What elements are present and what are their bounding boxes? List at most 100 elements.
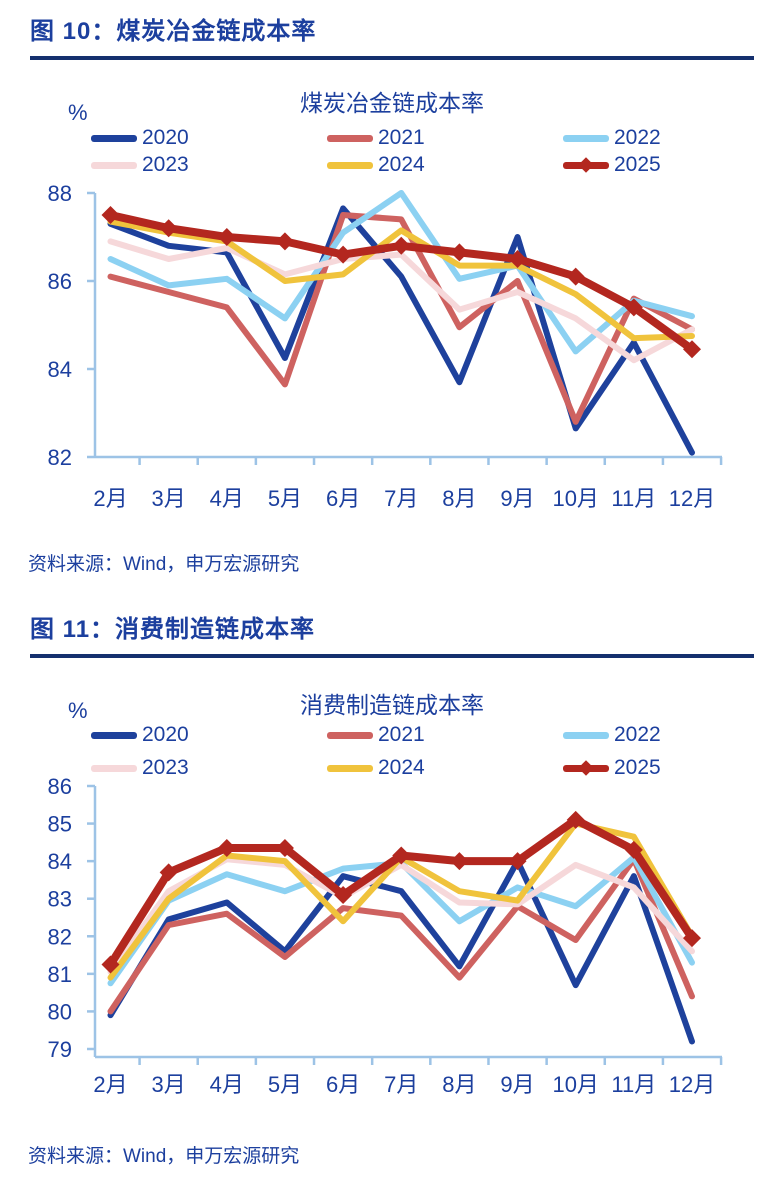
chart-2-unit-label: %: [68, 698, 88, 723]
series-line-2020: [107, 858, 695, 1045]
x-tick-label: 12月: [669, 1072, 715, 1097]
legend-line-swatch: [327, 134, 373, 142]
series-diamond-marker-2025: [508, 852, 527, 871]
x-tick-label: 8月: [442, 1072, 476, 1097]
y-tick-label: 84: [48, 849, 72, 874]
legend-line-swatch: [563, 134, 609, 142]
x-tick-label: 3月: [152, 486, 186, 511]
y-tick-label: 85: [48, 812, 72, 837]
y-tick-label: 83: [48, 887, 72, 912]
legend-label: 2021: [378, 126, 425, 149]
legend-line-swatch: [327, 764, 373, 772]
legend-item-2024: 2024: [327, 756, 563, 779]
x-tick-label: 2月: [93, 486, 127, 511]
y-tick-label: 82: [48, 924, 72, 949]
legend-item-2020: 2020: [91, 126, 327, 149]
legend-item-2025: 2025: [563, 153, 784, 176]
x-tick-label: 10月: [552, 486, 598, 511]
x-tick-label: 4月: [210, 1072, 244, 1097]
x-tick-label: 11月: [611, 486, 656, 511]
y-tick-label: 80: [48, 999, 72, 1024]
legend-item-2020: 2020: [91, 723, 327, 746]
x-tick-label: 12月: [669, 486, 715, 511]
chart-1-line-plot: 82 84 86 88 2月 3月 4月 5月 6月 7月 8月 9月 10月 11月 12月: [48, 181, 723, 511]
chart-2-title: 消费制造链成本率: [300, 692, 484, 718]
series-line-2021: [107, 212, 695, 425]
series-line-2021: [107, 856, 695, 1015]
series-diamond-marker-2025: [275, 838, 294, 857]
x-tick-label: 7月: [384, 486, 418, 511]
series-line-2024: [107, 218, 695, 342]
legend-line-swatch: [327, 731, 373, 739]
series-diamond-marker-2025: [450, 243, 469, 262]
legend-label: 2022: [614, 126, 661, 149]
x-tick-label: 5月: [268, 486, 302, 511]
x-tick-label: 8月: [442, 486, 476, 511]
x-tick-label: 9月: [500, 486, 534, 511]
legend-line-swatch: [563, 731, 609, 739]
y-tick-label: 86: [48, 774, 72, 799]
y-tick-label: 79: [48, 1037, 72, 1062]
series-diamond-marker-2025: [275, 232, 294, 251]
series-diamond-marker-2025: [566, 810, 585, 829]
x-tick-label: 6月: [326, 1072, 360, 1097]
legend-label: 2025: [614, 756, 661, 779]
y-tick-label: 84: [48, 357, 72, 382]
legend-label: 2020: [142, 126, 189, 149]
legend-line-swatch: [563, 157, 609, 173]
legend-diamond-marker-icon: [578, 157, 594, 173]
y-tick-label: 86: [48, 269, 72, 294]
series-diamond-marker-2025: [624, 840, 643, 859]
y-tick-label: 81: [48, 962, 72, 987]
x-tick-label: 11月: [611, 1072, 656, 1097]
legend-line-swatch: [91, 731, 137, 739]
chart-1-source: 资料来源：Wind，申万宏源研究: [28, 554, 300, 575]
legend-item-2025: 2025: [563, 756, 784, 779]
legend-label: 2020: [142, 723, 189, 746]
legend-label: 2024: [378, 153, 425, 176]
legend-label: 2022: [614, 723, 661, 746]
series-diamond-marker-2025: [392, 236, 411, 255]
x-tick-label: 9月: [500, 1072, 534, 1097]
chart-2-legend: 2020 2021 2022 2023 2024 2025: [91, 723, 784, 779]
series-diamond-marker-2025: [101, 955, 120, 974]
series-diamond-marker-2025: [624, 298, 643, 317]
legend-label: 2023: [142, 153, 189, 176]
series-diamond-marker-2025: [217, 228, 236, 246]
x-tick-label: 5月: [268, 1072, 302, 1097]
x-tick-label: 10月: [552, 1072, 598, 1097]
legend-line-swatch: [327, 161, 373, 169]
series-diamond-marker-2025: [217, 838, 236, 857]
legend-item-2022: 2022: [563, 723, 784, 746]
figure-11-header: 图 11：消费制造链成本率: [30, 614, 754, 658]
legend-item-2021: 2021: [327, 723, 563, 746]
legend-line-swatch: [91, 161, 137, 169]
legend-label: 2025: [614, 153, 661, 176]
legend-item-2024: 2024: [327, 153, 563, 176]
series-diamond-marker-2025: [392, 846, 411, 865]
legend-label: 2024: [378, 756, 425, 779]
legend-item-2022: 2022: [563, 126, 784, 149]
legend-line-swatch: [91, 764, 137, 772]
legend-item-2023: 2023: [91, 756, 327, 779]
series-diamond-marker-2025: [683, 929, 701, 948]
x-tick-label: 6月: [326, 486, 360, 511]
series-diamond-marker-2025: [159, 219, 178, 238]
legend-line-swatch: [563, 760, 609, 776]
series-diamond-marker-2025: [683, 340, 701, 359]
figure-10-header: 图 10：煤炭冶金链成本率: [30, 16, 754, 60]
legend-item-2021: 2021: [327, 126, 563, 149]
chart-2-line-plot: 79 80 81 82 83 84 85 86 2月 3月 4月 5月 6月 7月 8月 9月 10月 11月 12…: [48, 774, 723, 1097]
x-tick-label: 4月: [210, 486, 244, 511]
series-diamond-marker-2025: [101, 206, 120, 224]
legend-label: 2021: [378, 723, 425, 746]
series-diamond-marker-2025: [159, 863, 178, 882]
chart-1-legend: 2020 2021 2022 2023 2024 2025: [91, 126, 784, 176]
legend-label: 2023: [142, 756, 189, 779]
series-diamond-marker-2025: [334, 245, 353, 264]
legend-item-2023: 2023: [91, 153, 327, 176]
x-tick-label: 2月: [93, 1072, 127, 1097]
legend-line-swatch: [91, 134, 137, 142]
y-tick-label: 82: [48, 445, 72, 470]
